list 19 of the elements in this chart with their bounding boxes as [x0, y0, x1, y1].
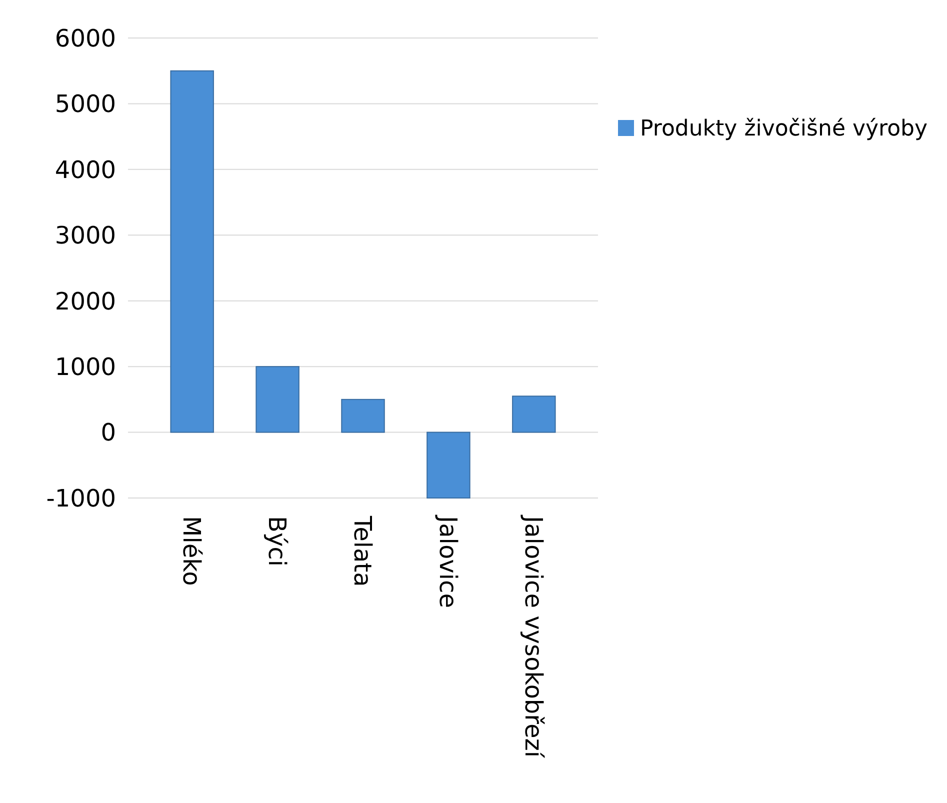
y-tick-label: 5000: [54, 90, 116, 118]
x-tick-label: Jalovice: [434, 514, 462, 608]
bar: [170, 70, 214, 433]
y-tick-label: 1000: [54, 352, 116, 381]
bar: [341, 398, 385, 433]
bar: [256, 366, 300, 433]
y-tick-label: 3000: [54, 222, 116, 250]
x-tick-label: Telata: [348, 515, 377, 587]
x-tick-label: Mléko: [178, 516, 206, 586]
bar: [512, 396, 556, 433]
x-tick-label: Býci: [263, 516, 292, 567]
y-tick-label: 0: [100, 418, 116, 447]
y-tick-label: 4000: [54, 156, 116, 184]
y-tick-label: 6000: [54, 24, 116, 52]
x-tick-label: Jalovice vysokobřezí: [520, 514, 548, 759]
y-tick-label: -1000: [46, 484, 116, 512]
bar: [426, 432, 470, 498]
legend-label: Produkty živočišné výroby: [640, 116, 928, 142]
y-tick-label: 2000: [54, 287, 116, 316]
